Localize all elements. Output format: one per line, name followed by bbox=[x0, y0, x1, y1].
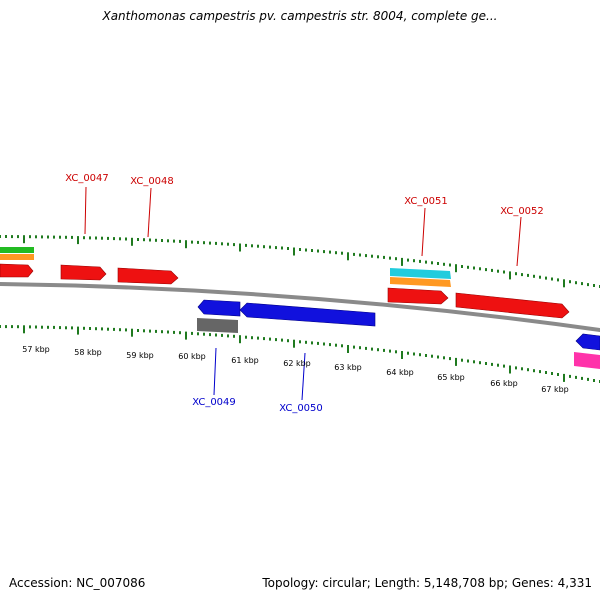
inner-tick-ring bbox=[0, 325, 600, 383]
gene-XC_0047[interactable] bbox=[60, 264, 107, 281]
genome-summary-text: Topology: circular; Length: 5,148,708 bp… bbox=[262, 576, 592, 590]
callout-line-XC_0052 bbox=[516, 216, 522, 267]
scale-labels: 57 kbp 58 kbp 59 kbp 60 kbp 61 kbp 62 kb… bbox=[22, 345, 569, 394]
feature-red-left[interactable] bbox=[0, 263, 34, 278]
scale-label-59: 59 kbp bbox=[126, 351, 154, 360]
callout-line-XC_0047 bbox=[84, 186, 87, 235]
gene-XC_0048[interactable] bbox=[117, 267, 179, 285]
gene-label-XC_0050[interactable]: XC_0050 bbox=[279, 403, 323, 414]
accession-text: Accession: NC_007086 bbox=[9, 576, 146, 590]
gene-label-XC_0047[interactable]: XC_0047 bbox=[65, 173, 109, 184]
scale-label-62: 62 kbp bbox=[283, 359, 311, 368]
gene-label-XC_0051[interactable]: XC_0051 bbox=[404, 196, 448, 207]
gene-callouts bbox=[84, 186, 522, 401]
callout-line-XC_0048 bbox=[147, 187, 152, 238]
feature-orange-XC_0051[interactable] bbox=[390, 277, 451, 287]
gene-XC_0049[interactable] bbox=[197, 299, 241, 317]
gene-XC_0050[interactable] bbox=[239, 302, 376, 327]
gene-labels: XC_0047 XC_0048 XC_0051 XC_0052 XC_0049 … bbox=[65, 173, 544, 414]
feature-cyan-XC_0051[interactable] bbox=[390, 268, 451, 279]
scale-label-64: 64 kbp bbox=[386, 368, 414, 377]
feature-blue-right[interactable] bbox=[575, 333, 600, 351]
outer-tick-ring bbox=[0, 235, 600, 288]
gene-XC_0051[interactable] bbox=[387, 287, 449, 305]
scale-label-61: 61 kbp bbox=[231, 356, 259, 365]
genome-backbone bbox=[0, 282, 600, 332]
scale-label-67: 67 kbp bbox=[541, 385, 569, 394]
scale-label-57: 57 kbp bbox=[22, 345, 50, 354]
feature-green-left[interactable] bbox=[0, 247, 34, 253]
gene-label-XC_0048[interactable]: XC_0048 bbox=[130, 176, 174, 187]
gene-label-XC_0049[interactable]: XC_0049 bbox=[192, 397, 236, 408]
feature-track[interactable] bbox=[0, 247, 600, 369]
map-title: Xanthomonas campestris pv. campestris st… bbox=[102, 9, 498, 23]
gene-label-XC_0052[interactable]: XC_0052 bbox=[500, 206, 544, 217]
scale-label-63: 63 kbp bbox=[334, 363, 362, 372]
scale-label-58: 58 kbp bbox=[74, 348, 102, 357]
feature-orange-left[interactable] bbox=[0, 254, 34, 260]
scale-label-66: 66 kbp bbox=[490, 379, 518, 388]
callout-line-XC_0049 bbox=[213, 347, 217, 396]
callout-line-XC_0050 bbox=[301, 352, 306, 401]
feature-pink-right[interactable] bbox=[574, 352, 600, 369]
scale-label-60: 60 kbp bbox=[178, 352, 206, 361]
feature-gray[interactable] bbox=[197, 318, 238, 333]
gene-XC_0052[interactable] bbox=[455, 292, 570, 319]
scale-label-65: 65 kbp bbox=[437, 373, 465, 382]
callout-line-XC_0051 bbox=[421, 207, 426, 257]
